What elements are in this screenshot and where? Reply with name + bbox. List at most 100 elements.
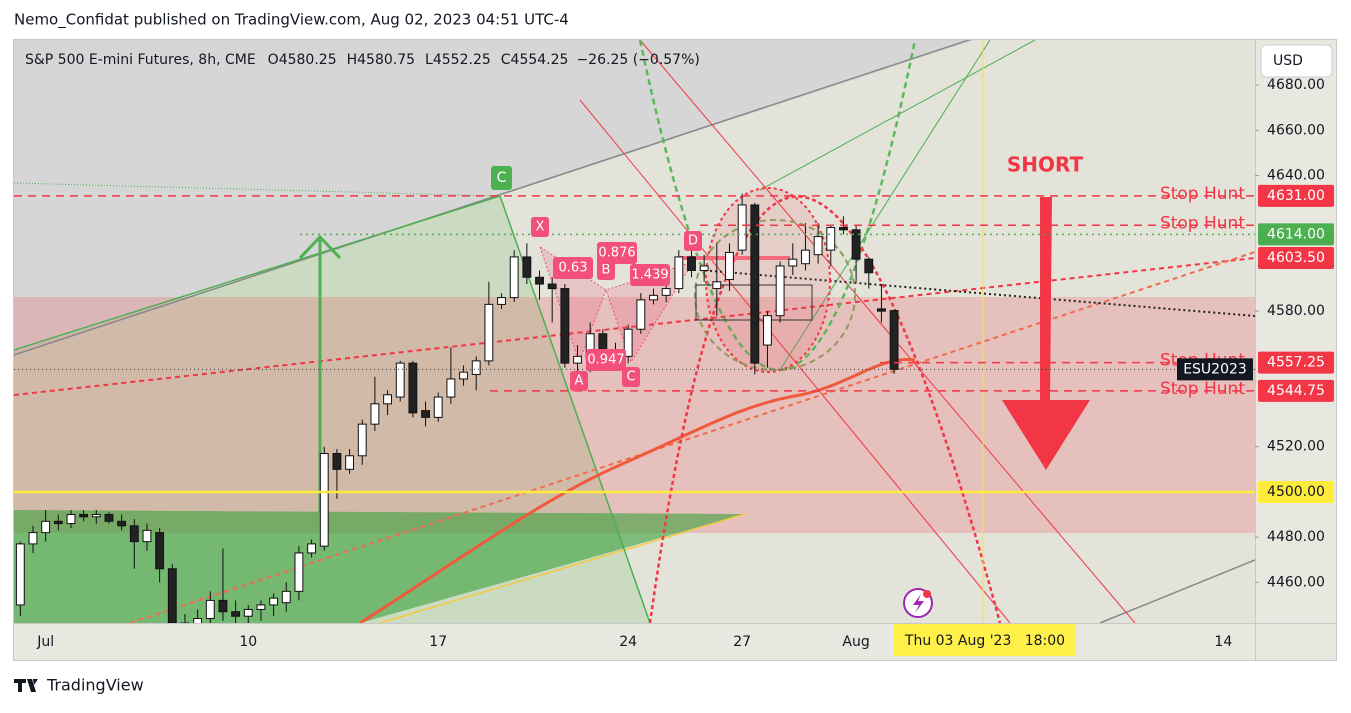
candle-body <box>813 236 823 256</box>
candle-body <box>801 249 810 265</box>
candle-body <box>877 308 886 312</box>
crosshair-time: Thu 03 Aug '23 18:00 <box>904 633 1065 649</box>
pattern-label-box <box>684 231 702 251</box>
candle-body <box>66 514 76 525</box>
candle-body <box>167 568 177 623</box>
x-tick-label: 24 <box>619 634 637 650</box>
candle-body <box>142 529 152 543</box>
x-tick-label: 27 <box>733 634 751 650</box>
ratio-box <box>553 257 593 279</box>
candle-body <box>104 514 114 522</box>
arrow-head <box>298 234 342 260</box>
price-tag <box>1258 480 1334 503</box>
candle-body <box>218 599 228 613</box>
level-text: Stop Hunt <box>1160 184 1245 204</box>
candle-body <box>79 514 89 518</box>
ohlc-letter: L <box>425 52 433 68</box>
price-tag-label: 4500.00 <box>1267 484 1325 500</box>
candle-body <box>383 394 392 405</box>
candle-body <box>459 371 468 380</box>
candle-body <box>91 514 101 518</box>
candle-body <box>471 360 481 375</box>
y-tick-label: 4640.00 <box>1267 168 1325 184</box>
candle-body <box>421 410 430 418</box>
pattern-label-box <box>570 371 588 391</box>
price-tag-label: 4603.50 <box>1267 250 1325 266</box>
candle-body <box>788 258 798 267</box>
candle-body <box>712 281 722 290</box>
price-tag <box>1258 223 1334 246</box>
ohlc-letter: H <box>347 52 358 68</box>
annotation: SHORT <box>1007 153 1084 177</box>
candle-body <box>484 303 494 362</box>
candle-body <box>636 299 646 330</box>
candle-body <box>623 328 633 357</box>
y-tick-label: 4660.00 <box>1267 122 1325 138</box>
y-tick-label: 4580.00 <box>1267 303 1325 319</box>
dotted-line <box>14 182 501 197</box>
level-text: Stop Hunt <box>1160 213 1245 233</box>
ratio-label: 0.876 <box>598 246 635 261</box>
pattern-label: B <box>602 263 611 278</box>
crosshair-label <box>894 624 1076 656</box>
candle-body <box>408 362 418 414</box>
fan-line <box>639 40 1136 623</box>
x-tick-label: 14 <box>1214 634 1232 650</box>
candle-body <box>15 543 25 606</box>
candle-body <box>535 276 544 285</box>
ohlc-value: 4554.25 <box>511 52 569 68</box>
pattern-label: X <box>536 220 545 235</box>
candle-body <box>737 204 747 251</box>
candle-body <box>117 520 127 527</box>
candle-body <box>889 310 899 370</box>
legend-title: S&P 500 E-mini Futures, 8h, CME <box>25 52 256 68</box>
candle-body <box>433 396 443 418</box>
candle-body <box>395 362 405 398</box>
parabola <box>648 195 1002 623</box>
candle-body <box>547 283 557 290</box>
candle-body <box>497 297 506 305</box>
currency: USD <box>1273 53 1303 69</box>
price-tag-label: 4631.00 <box>1267 188 1325 204</box>
fan-line <box>779 40 991 371</box>
candle-body <box>826 227 836 251</box>
legend: S&P 500 E-mini Futures, 8h, CME O4580.25 H… <box>25 52 700 68</box>
y-tick-label: 4680.00 <box>1267 77 1325 93</box>
logo <box>14 679 38 692</box>
change: −26.25 (−0.57%) <box>576 52 699 68</box>
currency-button[interactable] <box>1260 44 1333 78</box>
wave-label: C <box>497 170 507 186</box>
candle-body <box>573 355 582 364</box>
candle-body <box>699 265 709 271</box>
pattern-label: C <box>626 370 635 385</box>
candle-body <box>307 543 317 554</box>
price-tag-label: 4557.25 <box>1267 355 1325 371</box>
candle-body <box>864 258 874 274</box>
candle-body <box>243 608 253 617</box>
price-tag <box>1258 247 1334 270</box>
y-tick-label: 4520.00 <box>1267 439 1325 455</box>
arrow-down <box>1002 197 1090 470</box>
candle-body <box>687 256 696 271</box>
pattern-label: A <box>575 374 584 389</box>
moving-average <box>359 357 916 623</box>
x-tick-label: 17 <box>429 634 447 650</box>
candle-body <box>725 251 734 281</box>
parabola <box>638 40 917 372</box>
publisher: Nemo_Confidat published on TradingView.c… <box>14 11 569 30</box>
candle-body <box>231 611 241 617</box>
pattern-label-box <box>622 367 640 387</box>
price-tag <box>1258 351 1334 374</box>
fan-line <box>579 99 1011 623</box>
level-text: Stop Hunt <box>1160 379 1245 399</box>
candle-body <box>332 453 342 470</box>
candle-body <box>41 520 51 534</box>
candle-body <box>649 294 658 301</box>
ratio-box <box>630 264 670 286</box>
ratio-box <box>597 242 637 264</box>
drawings <box>14 40 1255 623</box>
dashed-trend <box>14 257 1255 396</box>
candle-body <box>269 597 279 606</box>
candle-body <box>205 599 215 619</box>
